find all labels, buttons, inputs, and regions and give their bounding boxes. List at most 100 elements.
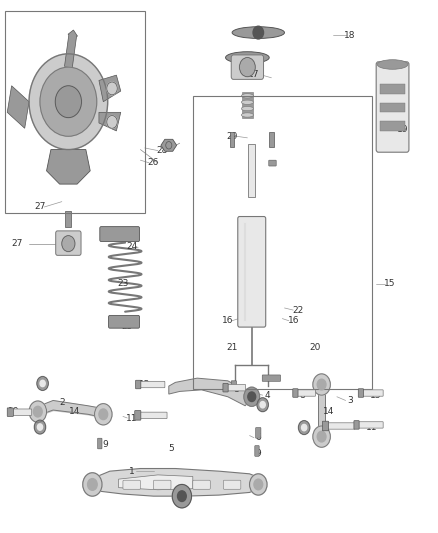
Polygon shape xyxy=(84,469,263,496)
Circle shape xyxy=(37,424,42,430)
FancyBboxPatch shape xyxy=(10,409,32,415)
Circle shape xyxy=(313,374,330,395)
Bar xyxy=(269,132,274,147)
Text: 20: 20 xyxy=(309,343,321,352)
FancyArrow shape xyxy=(64,30,78,68)
Bar xyxy=(380,103,406,112)
FancyBboxPatch shape xyxy=(136,380,141,389)
Polygon shape xyxy=(99,112,121,131)
FancyBboxPatch shape xyxy=(140,381,165,387)
Text: 4: 4 xyxy=(264,391,270,400)
Bar xyxy=(242,92,253,118)
Circle shape xyxy=(40,67,97,136)
Text: 9: 9 xyxy=(255,449,261,458)
Bar xyxy=(380,84,406,94)
FancyBboxPatch shape xyxy=(328,423,355,429)
Circle shape xyxy=(83,473,102,496)
Text: 22: 22 xyxy=(292,305,303,314)
FancyBboxPatch shape xyxy=(100,227,140,241)
Circle shape xyxy=(62,236,75,252)
FancyBboxPatch shape xyxy=(358,389,364,397)
FancyBboxPatch shape xyxy=(297,390,315,396)
Text: 7: 7 xyxy=(37,423,43,432)
Circle shape xyxy=(29,401,46,422)
Ellipse shape xyxy=(241,100,254,104)
Text: 27: 27 xyxy=(12,239,23,248)
Circle shape xyxy=(240,58,255,77)
Text: 21: 21 xyxy=(226,343,238,352)
Text: 10: 10 xyxy=(8,407,20,416)
Circle shape xyxy=(55,86,81,118)
Circle shape xyxy=(99,409,108,419)
FancyBboxPatch shape xyxy=(7,408,13,416)
Text: 28: 28 xyxy=(156,146,168,155)
Text: 8: 8 xyxy=(233,385,239,394)
Text: 11: 11 xyxy=(366,423,378,432)
Circle shape xyxy=(107,116,117,128)
FancyBboxPatch shape xyxy=(56,231,81,255)
Circle shape xyxy=(37,376,48,390)
Ellipse shape xyxy=(377,60,408,69)
Circle shape xyxy=(95,403,112,425)
Circle shape xyxy=(254,479,263,490)
Text: 2: 2 xyxy=(59,398,65,407)
Text: 1: 1 xyxy=(129,467,134,475)
FancyBboxPatch shape xyxy=(153,480,171,489)
FancyBboxPatch shape xyxy=(354,421,359,429)
FancyBboxPatch shape xyxy=(231,381,237,389)
Text: 7: 7 xyxy=(299,423,305,432)
Polygon shape xyxy=(7,86,29,128)
Circle shape xyxy=(301,424,307,431)
Ellipse shape xyxy=(232,27,285,38)
Text: 23: 23 xyxy=(117,279,129,288)
FancyBboxPatch shape xyxy=(376,62,409,152)
Polygon shape xyxy=(99,75,121,102)
Text: 29: 29 xyxy=(226,132,238,141)
Circle shape xyxy=(317,379,326,390)
Text: 14: 14 xyxy=(69,407,81,416)
Polygon shape xyxy=(169,378,250,406)
Text: 11: 11 xyxy=(126,414,138,423)
Text: 18: 18 xyxy=(344,31,356,40)
Polygon shape xyxy=(46,150,90,184)
Text: 27: 27 xyxy=(34,203,46,212)
Bar xyxy=(5,11,145,213)
Circle shape xyxy=(317,431,326,442)
FancyBboxPatch shape xyxy=(140,412,167,418)
Text: 26: 26 xyxy=(148,158,159,167)
FancyBboxPatch shape xyxy=(262,375,281,381)
Text: 14: 14 xyxy=(322,407,334,416)
FancyBboxPatch shape xyxy=(293,389,298,397)
Bar xyxy=(380,122,406,131)
Circle shape xyxy=(257,398,268,411)
FancyBboxPatch shape xyxy=(193,480,210,489)
FancyBboxPatch shape xyxy=(227,384,246,391)
Bar xyxy=(318,389,325,432)
FancyBboxPatch shape xyxy=(255,446,259,456)
Circle shape xyxy=(107,82,117,95)
Text: 8: 8 xyxy=(299,391,305,400)
Circle shape xyxy=(260,401,265,408)
Text: 16: 16 xyxy=(287,316,299,325)
Ellipse shape xyxy=(226,52,269,63)
Circle shape xyxy=(248,392,256,401)
Circle shape xyxy=(298,421,310,434)
Bar xyxy=(65,211,71,227)
FancyBboxPatch shape xyxy=(358,422,383,428)
FancyBboxPatch shape xyxy=(238,216,266,327)
FancyBboxPatch shape xyxy=(98,438,102,449)
Circle shape xyxy=(253,26,264,39)
Text: 7: 7 xyxy=(37,380,43,389)
Text: 7: 7 xyxy=(255,401,261,410)
Text: 13: 13 xyxy=(371,391,382,400)
Circle shape xyxy=(40,380,45,386)
Circle shape xyxy=(244,387,260,406)
Circle shape xyxy=(33,406,42,417)
FancyBboxPatch shape xyxy=(231,55,264,79)
Ellipse shape xyxy=(241,94,254,98)
Text: 16: 16 xyxy=(222,316,233,325)
Text: 6: 6 xyxy=(255,433,261,442)
Bar xyxy=(230,132,234,147)
Bar xyxy=(193,96,372,389)
Circle shape xyxy=(29,54,108,150)
